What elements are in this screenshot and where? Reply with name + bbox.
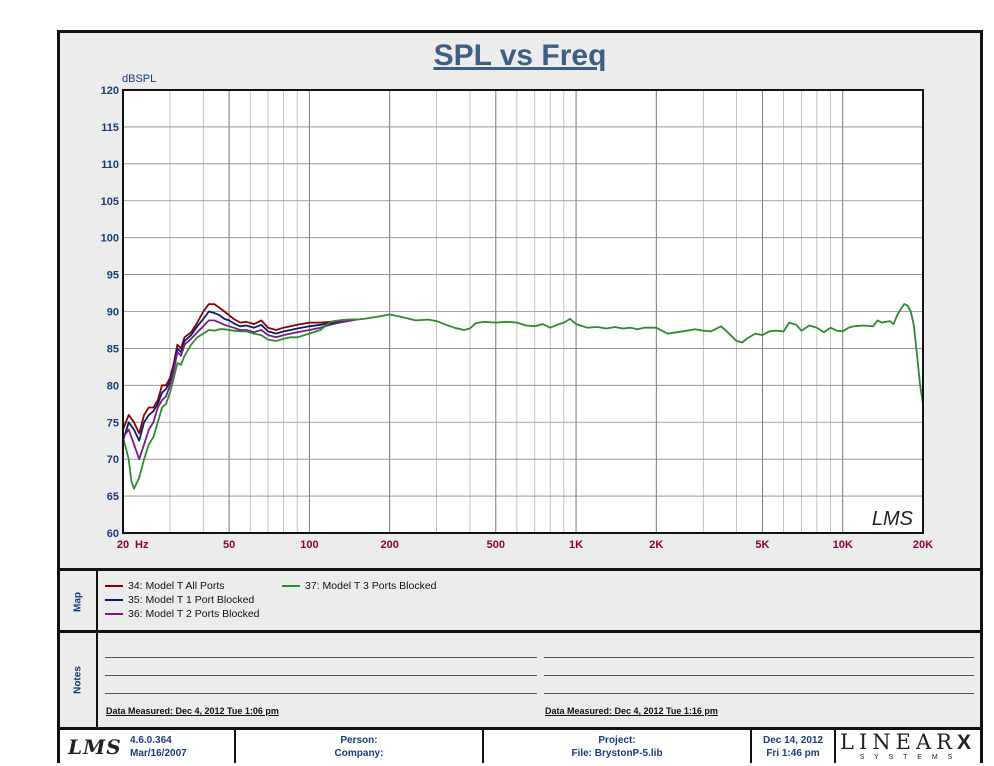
lms-logo: LMS (68, 735, 122, 759)
note-line (105, 693, 537, 694)
x-tick-label: 20K (913, 539, 933, 551)
x-tick-label: 1K (569, 539, 583, 551)
report-time: Fri 1:46 pm (766, 748, 820, 759)
legend-swatch (105, 599, 123, 601)
legend-swatch (105, 613, 123, 615)
note-line (105, 675, 537, 676)
y-tick-label: 100 (101, 233, 119, 245)
x-tick-label: 200 (380, 539, 398, 551)
plot-border (122, 89, 924, 534)
footer-person-cell: Person: Company: (236, 730, 484, 763)
y-tick-label: 120 (101, 85, 119, 97)
notes-side-label: Notes (60, 633, 98, 727)
series-line-3 (122, 318, 357, 461)
note-line (105, 657, 537, 658)
data-measured-left: Data Measured: Dec 4, 2012 Tue 1:06 pm (106, 706, 279, 716)
legend-swatch (282, 585, 300, 587)
footer-project-cell: Project: File: BrystonP-5.lib (484, 730, 752, 763)
y-tick-label: 65 (107, 491, 119, 503)
x-tick-label: 500 (487, 539, 505, 551)
data-measured-right: Data Measured: Dec 4, 2012 Tue 1:16 pm (545, 706, 718, 716)
y-tick-label: 80 (107, 380, 119, 392)
software-version: 4.6.0.364 (130, 735, 172, 746)
chart-panel: SPL vs Freq dBSPL 60 65 70 75 80 85 90 95 100 105… (60, 33, 980, 568)
company-label: Company: (334, 748, 384, 759)
y-tick-label: 75 (107, 417, 119, 429)
footer-bar: LMS 4.6.0.364 Mar/16/2007 Person: Compan… (60, 727, 980, 763)
software-date: Mar/16/2007 (130, 748, 187, 759)
y-axis-unit: dBSPL (122, 73, 157, 85)
project-label: Project: (598, 735, 636, 746)
x-tick-label: 5K (755, 539, 769, 551)
x-tick-label: 2K (649, 539, 663, 551)
legend-label: 37: Model T 3 Ports Blocked (305, 580, 437, 592)
y-tick-label: 115 (101, 122, 119, 134)
x-tick-label: 20 (117, 539, 129, 551)
y-tick-label: 70 (107, 454, 119, 466)
note-line (544, 675, 974, 676)
legend-item-36: 36: Model T 2 Ports Blocked (105, 608, 260, 620)
y-tick-label: 60 (107, 528, 119, 540)
lms-watermark: LMS (872, 508, 914, 530)
person-label: Person: (340, 735, 378, 746)
chart-title: SPL vs Freq (433, 39, 607, 72)
x-unit-label: Hz (135, 539, 149, 551)
series-line-2 (122, 310, 357, 442)
file-name: File: BrystonP-5.lib (571, 748, 663, 759)
note-line (544, 657, 974, 658)
y-tick-label: 95 (107, 270, 119, 282)
x-tick-label: 100 (300, 539, 318, 551)
legend-label: 35: Model T 1 Port Blocked (128, 594, 255, 606)
map-panel: Map 34: Model T All Ports 35: Model T 1 … (60, 568, 980, 633)
y-tick-label: 110 (101, 159, 119, 171)
legend-item-34: 34: Model T All Ports (105, 580, 225, 592)
linearx-logo: LINEARX S Y S T E M S (836, 730, 980, 763)
linearx-x: X (956, 731, 976, 754)
legend-item-37: 37: Model T 3 Ports Blocked (282, 580, 437, 592)
spl-chart: 60 65 70 75 80 85 90 95 100 105 110 115 120 20 50 100 20… (101, 85, 934, 551)
x-tick-label: 50 (223, 539, 235, 551)
x-tick-label: 10K (833, 539, 853, 551)
linearx-subtitle: S Y S T E M S (859, 754, 957, 761)
footer-date-cell: Dec 14, 2012 Fri 1:46 pm (752, 730, 836, 763)
y-tick-label: 85 (107, 343, 119, 355)
notes-panel: Notes Data Measured: Dec 4, 2012 Tue 1:0… (60, 630, 980, 727)
y-tick-label: 90 (107, 307, 119, 319)
map-side-label: Map (60, 571, 98, 633)
linearx-wordmark: LINEAR (840, 730, 957, 754)
note-line (544, 693, 974, 694)
y-tick-label: 105 (101, 196, 119, 208)
legend-item-35: 35: Model T 1 Port Blocked (105, 594, 254, 606)
legend-label: 34: Model T All Ports (128, 580, 225, 592)
series-line-1 (122, 303, 357, 435)
legend-label: 36: Model T 2 Ports Blocked (128, 608, 260, 620)
report-date: Dec 14, 2012 (762, 735, 824, 746)
footer-version-cell: LMS 4.6.0.364 Mar/16/2007 (60, 730, 236, 763)
series-line-4 (122, 303, 924, 490)
legend-swatch (105, 585, 123, 587)
